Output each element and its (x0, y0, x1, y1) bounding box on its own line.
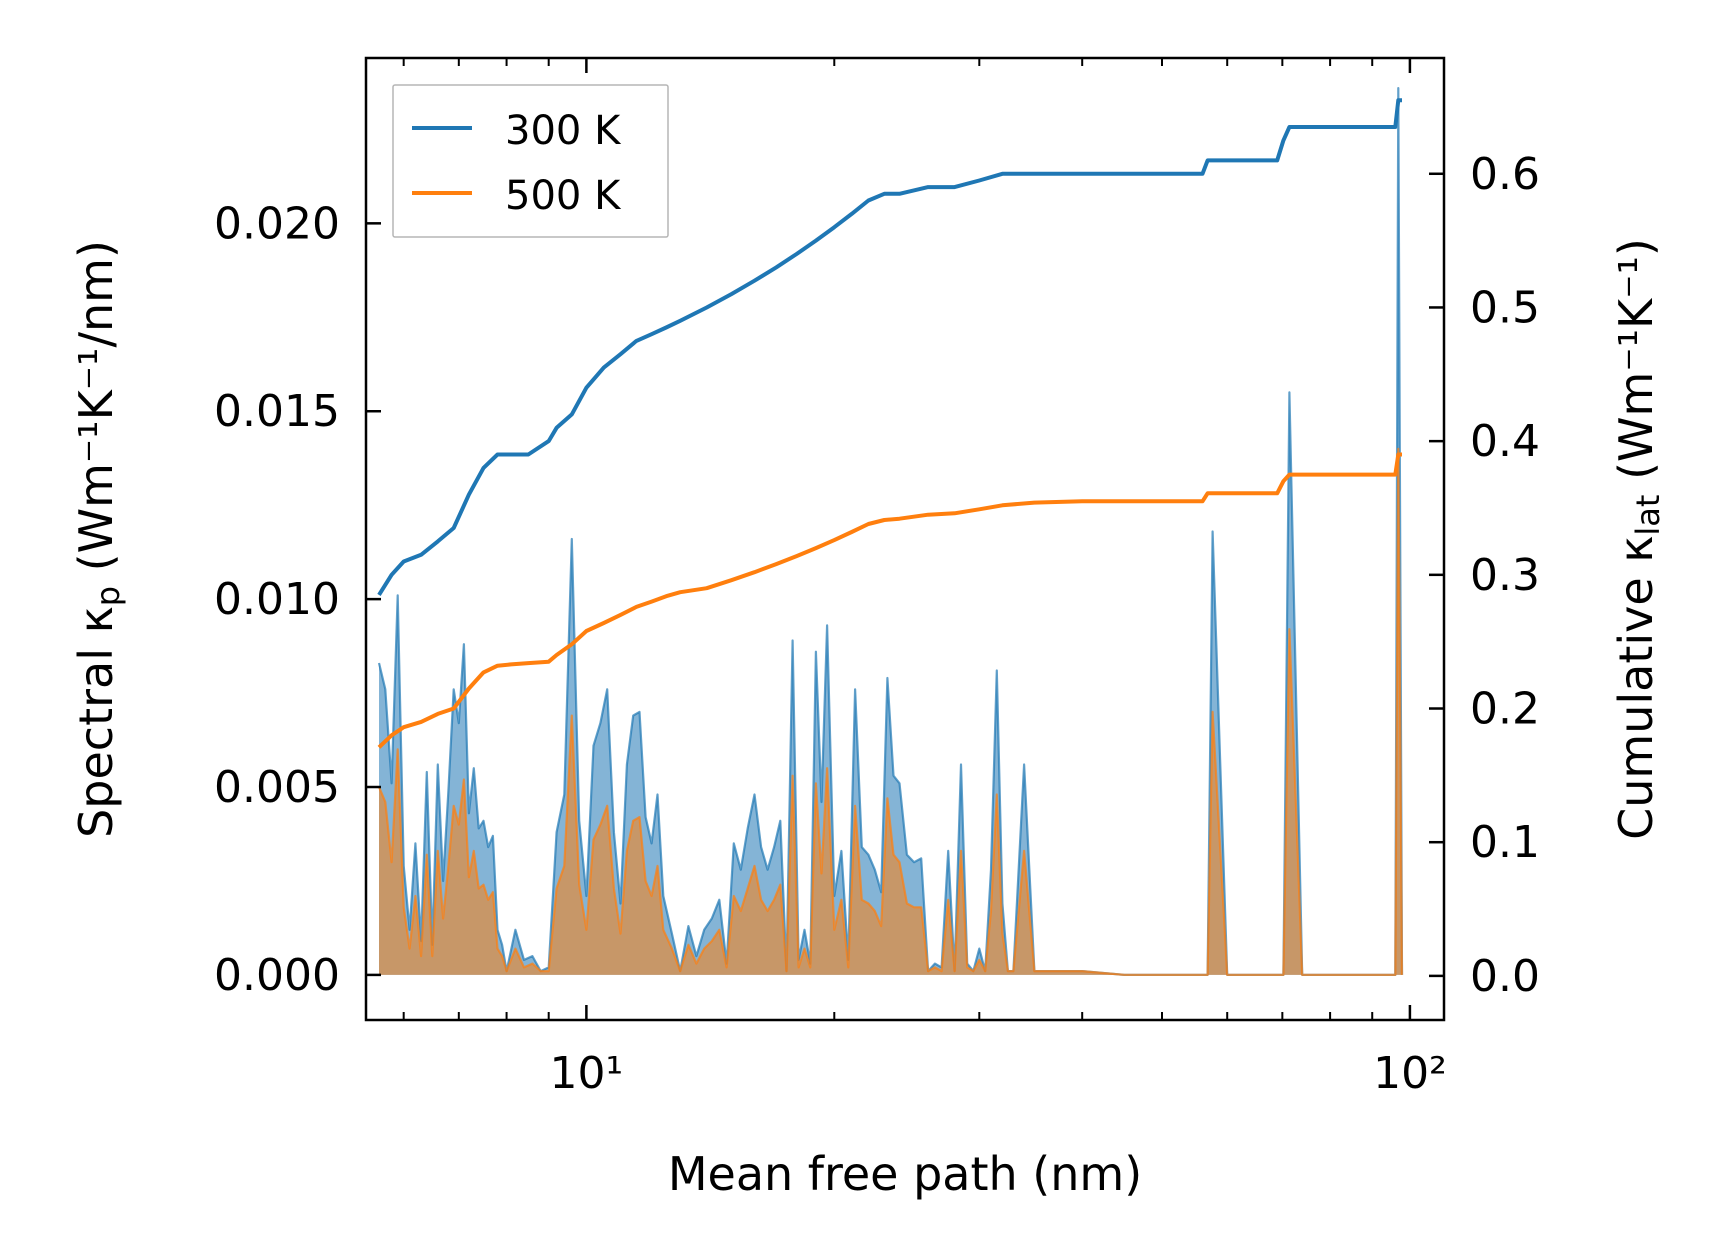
y-right-tick-label-6: 0.6 (1470, 149, 1540, 200)
y-right-label-suffix: (Wm⁻¹K⁻¹) (1609, 238, 1663, 494)
x-tick-label-1: 10² (1373, 1048, 1447, 1099)
y-left-tick-label-3: 0.015 (214, 386, 340, 437)
y-right-tick-label-0: 0.0 (1470, 951, 1540, 1002)
legend-label-300k: 300 K (505, 108, 622, 154)
y-left-tick-label-1: 0.005 (214, 762, 340, 813)
x-axis-label: Mean free path (nm) (668, 1147, 1142, 1201)
y-right-label-prefix: Cumulative κ (1609, 536, 1663, 840)
y-left-label-prefix: Spectral κ (69, 606, 123, 838)
y-right-tick-label-4: 0.4 (1470, 416, 1540, 467)
y-left-tick-label-4: 0.020 (214, 198, 340, 249)
spectral-line-500k (377, 447, 1404, 977)
y-right-label-sub: lat (1629, 495, 1667, 536)
cumulative-line-500k (377, 452, 1402, 749)
axis-tick-layer: 10¹ 10² 0.000 0.005 0.010 0.015 0.020 0.0 0.1 0.2… (214, 58, 1540, 1099)
cumulative-line-300k (377, 98, 1402, 596)
y-right-tick-label-1: 0.1 (1470, 817, 1540, 868)
spectral-fill-layer (377, 86, 1404, 977)
y-axis-right-label: Cumulative κlat (Wm⁻¹K⁻¹) (1609, 238, 1667, 840)
spectral-line-300k (377, 86, 1404, 977)
y-left-label-sub: p (89, 586, 127, 606)
plot-frame (364, 56, 1446, 1022)
y-right-tick-label-2: 0.2 (1470, 684, 1540, 735)
legend-frame (392, 84, 669, 238)
y-left-tick-label-0: 0.000 (214, 950, 340, 1001)
legend: 300 K 500 K (392, 84, 669, 238)
y-left-tick-label-2: 0.010 (214, 574, 340, 625)
y-left-label-suffix: (Wm⁻¹K⁻¹/nm) (69, 240, 123, 586)
spectral-fill-300k (379, 88, 1402, 975)
x-tick-label-0: 10¹ (550, 1048, 624, 1099)
series-line-layer (377, 98, 1402, 749)
legend-label-500k: 500 K (505, 173, 622, 219)
y-axis-left-label: Spectral κp (Wm⁻¹K⁻¹/nm) (69, 240, 127, 838)
y-right-tick-label-3: 0.3 (1470, 550, 1540, 601)
y-right-tick-label-5: 0.5 (1470, 282, 1540, 333)
spectral-fill-500k (379, 448, 1402, 975)
